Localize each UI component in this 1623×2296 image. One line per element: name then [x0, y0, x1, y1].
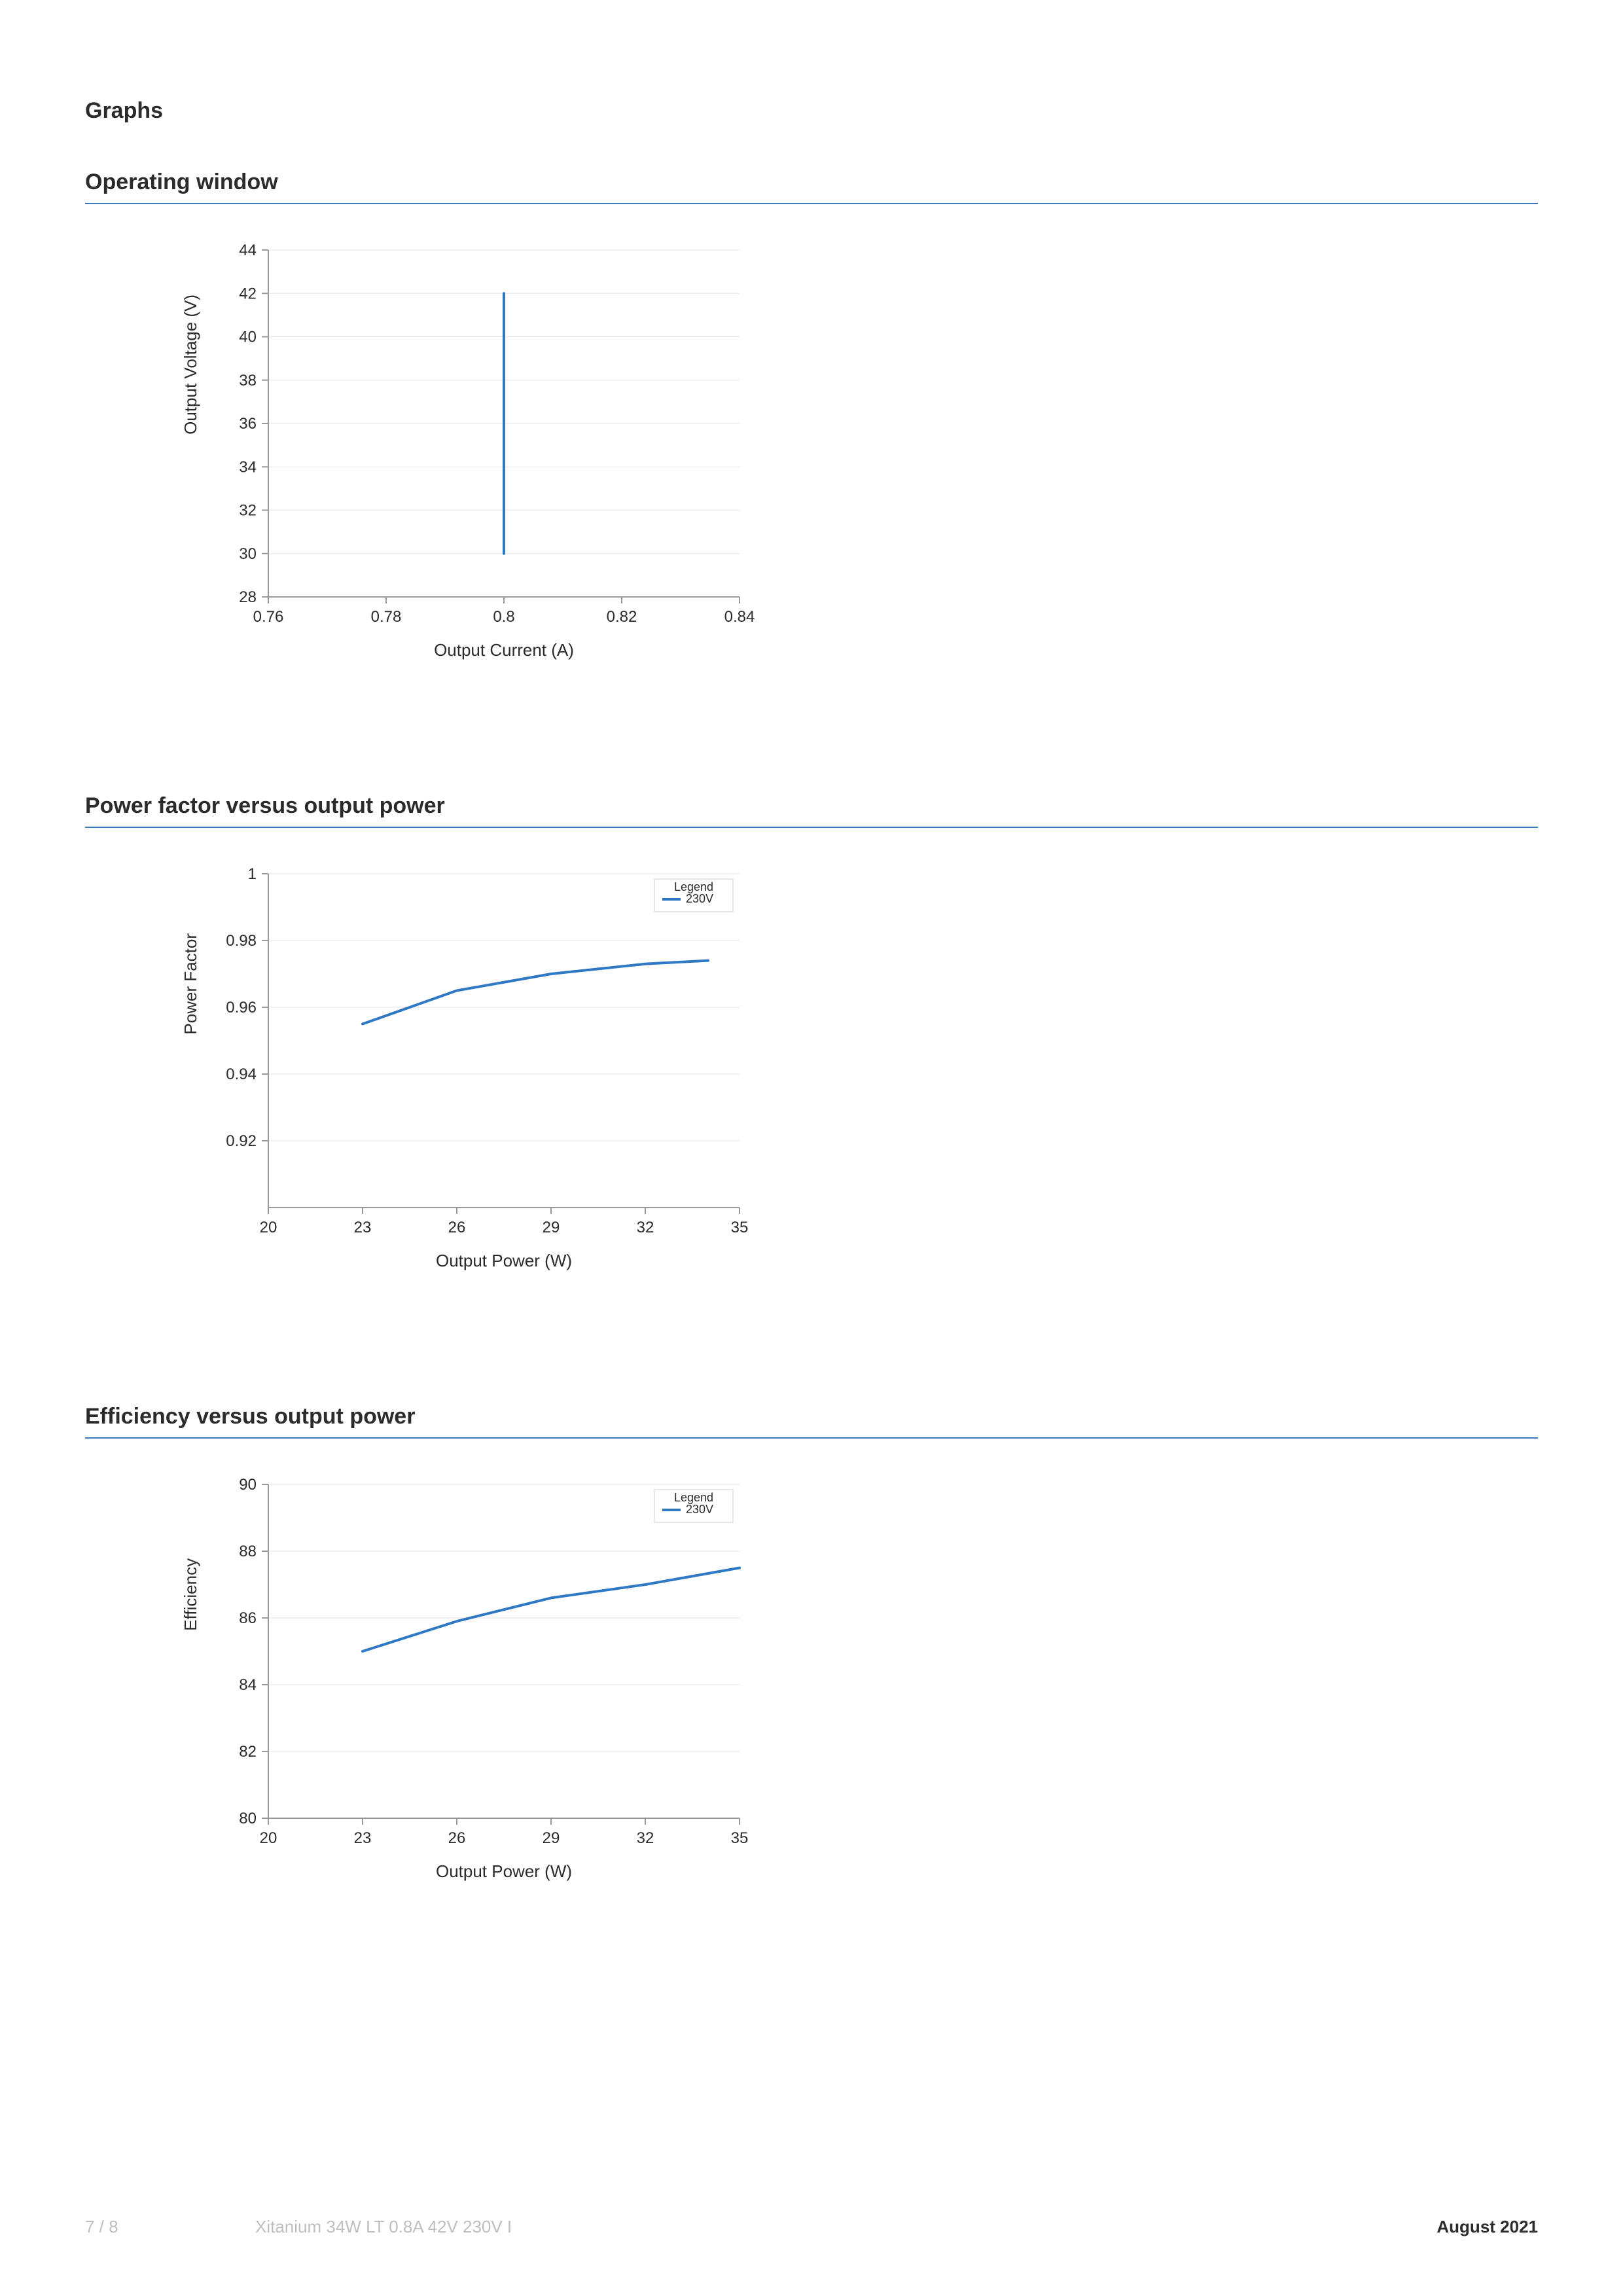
y-tick-label: 34 — [239, 458, 257, 476]
x-axis-title: Output Power (W) — [436, 1251, 572, 1270]
x-tick-label: 32 — [637, 1829, 654, 1847]
legend-title: Legend — [674, 880, 713, 893]
y-tick-label: 38 — [239, 372, 257, 389]
x-tick-label: 0.78 — [371, 608, 402, 626]
x-tick-label: 32 — [637, 1219, 654, 1236]
chart-operating-window: 0.76 0.78 0.8 0.82 0.84 28 30 32 34 36 38 40 42 44 Out… — [151, 230, 1538, 689]
y-tick-label: 88 — [239, 1543, 257, 1560]
y-axis-title: Output Voltage (V) — [181, 295, 200, 435]
y-tick-label: 28 — [239, 588, 257, 606]
x-tick-label: 23 — [354, 1219, 372, 1236]
footer-product-name: Xitanium 34W LT 0.8A 42V 230V I — [255, 2217, 1436, 2237]
x-axis-title: Output Current (A) — [434, 640, 574, 660]
x-tick-label: 29 — [543, 1219, 560, 1236]
y-tick-label: 36 — [239, 415, 257, 433]
y-tick-label: 0.94 — [226, 1066, 257, 1083]
y-tick-label: 42 — [239, 285, 257, 302]
y-tick-label: 84 — [239, 1676, 257, 1694]
y-tick-label: 0.98 — [226, 932, 257, 950]
x-tick-label: 35 — [731, 1219, 749, 1236]
x-tick-label: 0.8 — [493, 608, 514, 626]
chart-efficiency: 20 23 26 29 32 35 80 82 84 86 88 90 Output Power (W)… — [151, 1465, 1538, 1910]
page-footer: 7 / 8 Xitanium 34W LT 0.8A 42V 230V I Au… — [85, 2217, 1538, 2237]
x-tick-label: 0.84 — [724, 608, 755, 626]
x-axis-title: Output Power (W) — [436, 1861, 572, 1881]
x-tick-label: 29 — [543, 1829, 560, 1847]
x-tick-label: 35 — [731, 1829, 749, 1847]
y-tick-label: 80 — [239, 1810, 257, 1827]
x-tick-label: 26 — [448, 1219, 466, 1236]
section-heading-power-factor: Power factor versus output power — [85, 793, 1538, 828]
legend-item-label: 230V — [686, 1503, 713, 1516]
y-tick-label: 44 — [239, 242, 257, 259]
y-tick-label: 30 — [239, 545, 257, 563]
x-tick-label: 26 — [448, 1829, 466, 1847]
y-axis-title: Power Factor — [181, 933, 200, 1035]
y-tick-label: 90 — [239, 1476, 257, 1494]
legend-title: Legend — [674, 1491, 713, 1504]
chart-power-factor: 20 23 26 29 32 35 0.92 0.94 0.96 0.98 1 Output Powe… — [151, 854, 1538, 1299]
data-series-line — [363, 961, 708, 1024]
x-tick-label: 20 — [260, 1219, 277, 1236]
y-tick-label: 32 — [239, 502, 257, 520]
y-tick-label: 86 — [239, 1609, 257, 1627]
x-tick-label: 20 — [260, 1829, 277, 1847]
section-heading-efficiency: Efficiency versus output power — [85, 1404, 1538, 1439]
y-tick-label: 82 — [239, 1743, 257, 1761]
footer-date: August 2021 — [1436, 2217, 1538, 2237]
y-tick-label: 1 — [248, 865, 257, 883]
x-tick-label: 0.82 — [607, 608, 637, 626]
y-tick-label: 40 — [239, 329, 257, 346]
y-tick-label: 0.96 — [226, 999, 257, 1016]
footer-page-number: 7 / 8 — [85, 2217, 255, 2237]
x-tick-label: 0.76 — [253, 608, 284, 626]
section-heading-operating-window: Operating window — [85, 170, 1538, 204]
legend-item-label: 230V — [686, 892, 713, 905]
data-series-line — [363, 1568, 740, 1652]
y-axis-title: Efficiency — [181, 1558, 200, 1631]
page-heading: Graphs — [85, 98, 1538, 124]
x-tick-label: 23 — [354, 1829, 372, 1847]
y-tick-label: 0.92 — [226, 1132, 257, 1150]
